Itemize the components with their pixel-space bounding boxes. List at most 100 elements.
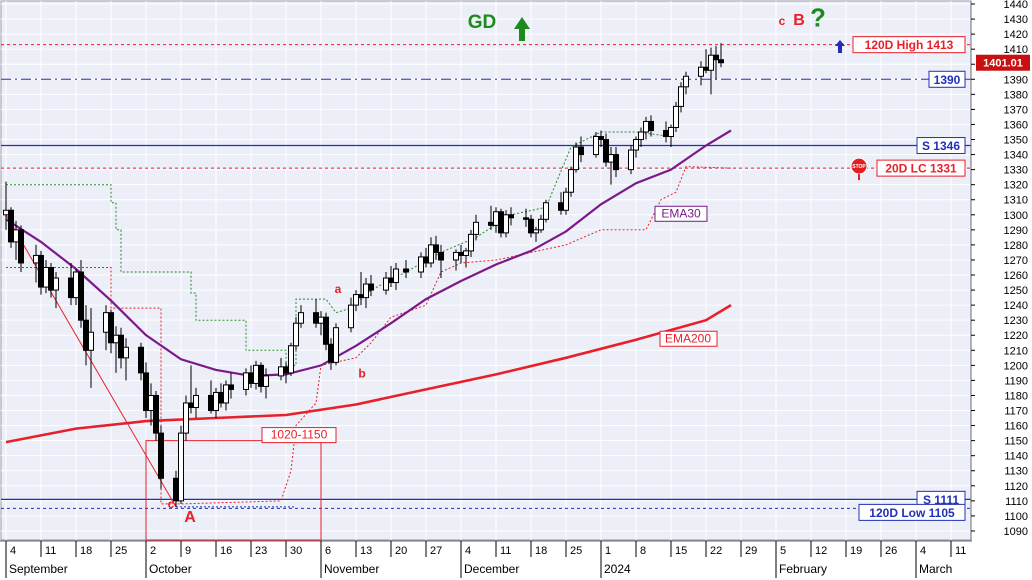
stop-sign-text: STOP	[852, 164, 866, 170]
candle-body-up	[673, 105, 679, 128]
y-tick-label: 1310	[1004, 195, 1028, 207]
candle-body-up	[123, 346, 129, 359]
candle-body-down	[313, 312, 319, 324]
label-120d-high: 120D High 1413	[865, 38, 954, 52]
candle-body-down	[388, 277, 394, 284]
x-tick-label: 6	[325, 545, 331, 557]
candle-body-down	[423, 256, 429, 264]
x-tick-label: 23	[255, 545, 267, 557]
x-tick-label: 5	[780, 545, 786, 557]
ema30-line	[5, 129, 732, 378]
x-tick-label: 11	[955, 545, 966, 557]
candle-body-down	[528, 218, 534, 234]
label-120d-low-box	[858, 503, 966, 521]
y-tick-label: 1260	[1004, 270, 1028, 282]
y-tick-label: 1150	[1004, 436, 1028, 448]
x-tick-label: 11	[45, 545, 56, 557]
y-tick-label: 1300	[1004, 210, 1028, 222]
candle-body-up	[363, 283, 369, 299]
y-tick-label: 1190	[1004, 375, 1028, 387]
x-tick-label: 12	[815, 545, 827, 557]
y-tick-label: 1130	[1004, 466, 1028, 478]
question-mark: ?	[810, 3, 826, 33]
candle-body-down	[703, 66, 709, 71]
candle-body-down	[403, 268, 409, 273]
candle-body-up	[533, 229, 539, 234]
candle-body-down	[188, 402, 194, 409]
candle-body-up	[193, 394, 199, 409]
x-month-label: March	[919, 562, 952, 576]
chart-labels: 120D High 1413 1390 S 1346 20D LC 1331 S 111…	[168, 3, 966, 526]
y-tick-label: 1280	[1004, 240, 1028, 252]
y-tick-label: 1420	[1004, 29, 1028, 41]
x-tick-label: 8	[640, 545, 646, 557]
x-month-label: February	[779, 562, 827, 576]
candle-body-down	[598, 136, 604, 141]
candle-body-down	[258, 364, 264, 387]
y-tick-label: 1290	[1004, 225, 1028, 237]
y-tick-label: 1430	[1004, 14, 1028, 26]
green-up-arrow-icon	[514, 17, 530, 41]
x-axis: 4 11 18 25 2 9 16 23 30 6 13 20 27 4 11 18 25 1 8 15 22 29 5 12…	[0, 540, 972, 580]
label-1390: 1390	[934, 73, 961, 87]
candle-body-up	[468, 233, 474, 252]
candle-body-down	[78, 271, 84, 321]
candle-body-down	[8, 209, 14, 243]
candle-body-up	[73, 271, 79, 299]
y-tick-label: 1270	[1004, 255, 1028, 267]
candle-body-up	[493, 211, 499, 226]
candle-body-down	[523, 217, 529, 220]
candle-body-down	[138, 346, 144, 374]
y-tick-label: 1320	[1004, 180, 1028, 192]
y-tick-label: 1380	[1004, 89, 1028, 101]
candle-body-up	[113, 334, 119, 344]
y-axis: 1090 1100 1110 1120 1130 1140 1150 1160 1170 1180…	[970, 0, 1030, 540]
candle-body-up	[638, 131, 644, 141]
candle-body-up	[53, 277, 59, 291]
x-month-label: November	[324, 562, 379, 576]
candle-body-up	[643, 120, 649, 133]
label-20d-lc: 20D LC 1331	[885, 162, 957, 176]
label-s1346-box	[916, 137, 966, 155]
candle-body-up	[353, 294, 359, 306]
label-s1346: S 1346	[922, 139, 960, 153]
y-tick-label: 1240	[1004, 300, 1028, 312]
candle-body-up	[318, 316, 324, 324]
x-tick-label: 9	[185, 545, 191, 557]
x-tick-label: 16	[220, 545, 232, 557]
y-tick-label: 1360	[1004, 119, 1028, 131]
candle-body-up	[348, 304, 354, 329]
candle-body-up	[543, 202, 549, 220]
x-tick-label: 2	[150, 545, 156, 557]
candle-body-up	[178, 432, 184, 502]
candle-body-down	[248, 372, 254, 384]
candle-body-up	[633, 139, 639, 151]
candle-body-down	[368, 283, 374, 291]
y-tick-label: 1220	[1004, 330, 1028, 342]
x-tick-label: 29	[745, 545, 757, 557]
candle-body-down	[108, 312, 114, 344]
y-tick-label: 1250	[1004, 285, 1028, 297]
candle-body-down	[48, 266, 54, 291]
candle-body-up	[678, 86, 684, 107]
last-price-label: 1401.01	[983, 58, 1023, 70]
candle-body-up	[243, 372, 249, 390]
range-box	[145, 440, 322, 541]
ema200-line	[5, 303, 732, 444]
candle-body-up	[538, 218, 544, 231]
x-month-label: September	[9, 562, 68, 576]
y-tick-label: 1410	[1004, 44, 1028, 56]
x-month-label: 2024	[604, 562, 631, 576]
candle-body-up	[278, 366, 284, 377]
candle-body-up	[428, 244, 434, 264]
candle-body-down	[358, 294, 364, 299]
candle-body-down	[143, 372, 149, 412]
candle-body-down	[438, 251, 444, 261]
candle-body-up	[573, 146, 579, 171]
label-ema30-box	[654, 205, 708, 222]
x-tick-label: 18	[535, 545, 547, 557]
x-tick-label: 27	[430, 545, 442, 557]
candle-body-up	[563, 191, 569, 211]
candle-body-down	[458, 251, 464, 256]
horizontal-levels	[1, 44, 971, 509]
